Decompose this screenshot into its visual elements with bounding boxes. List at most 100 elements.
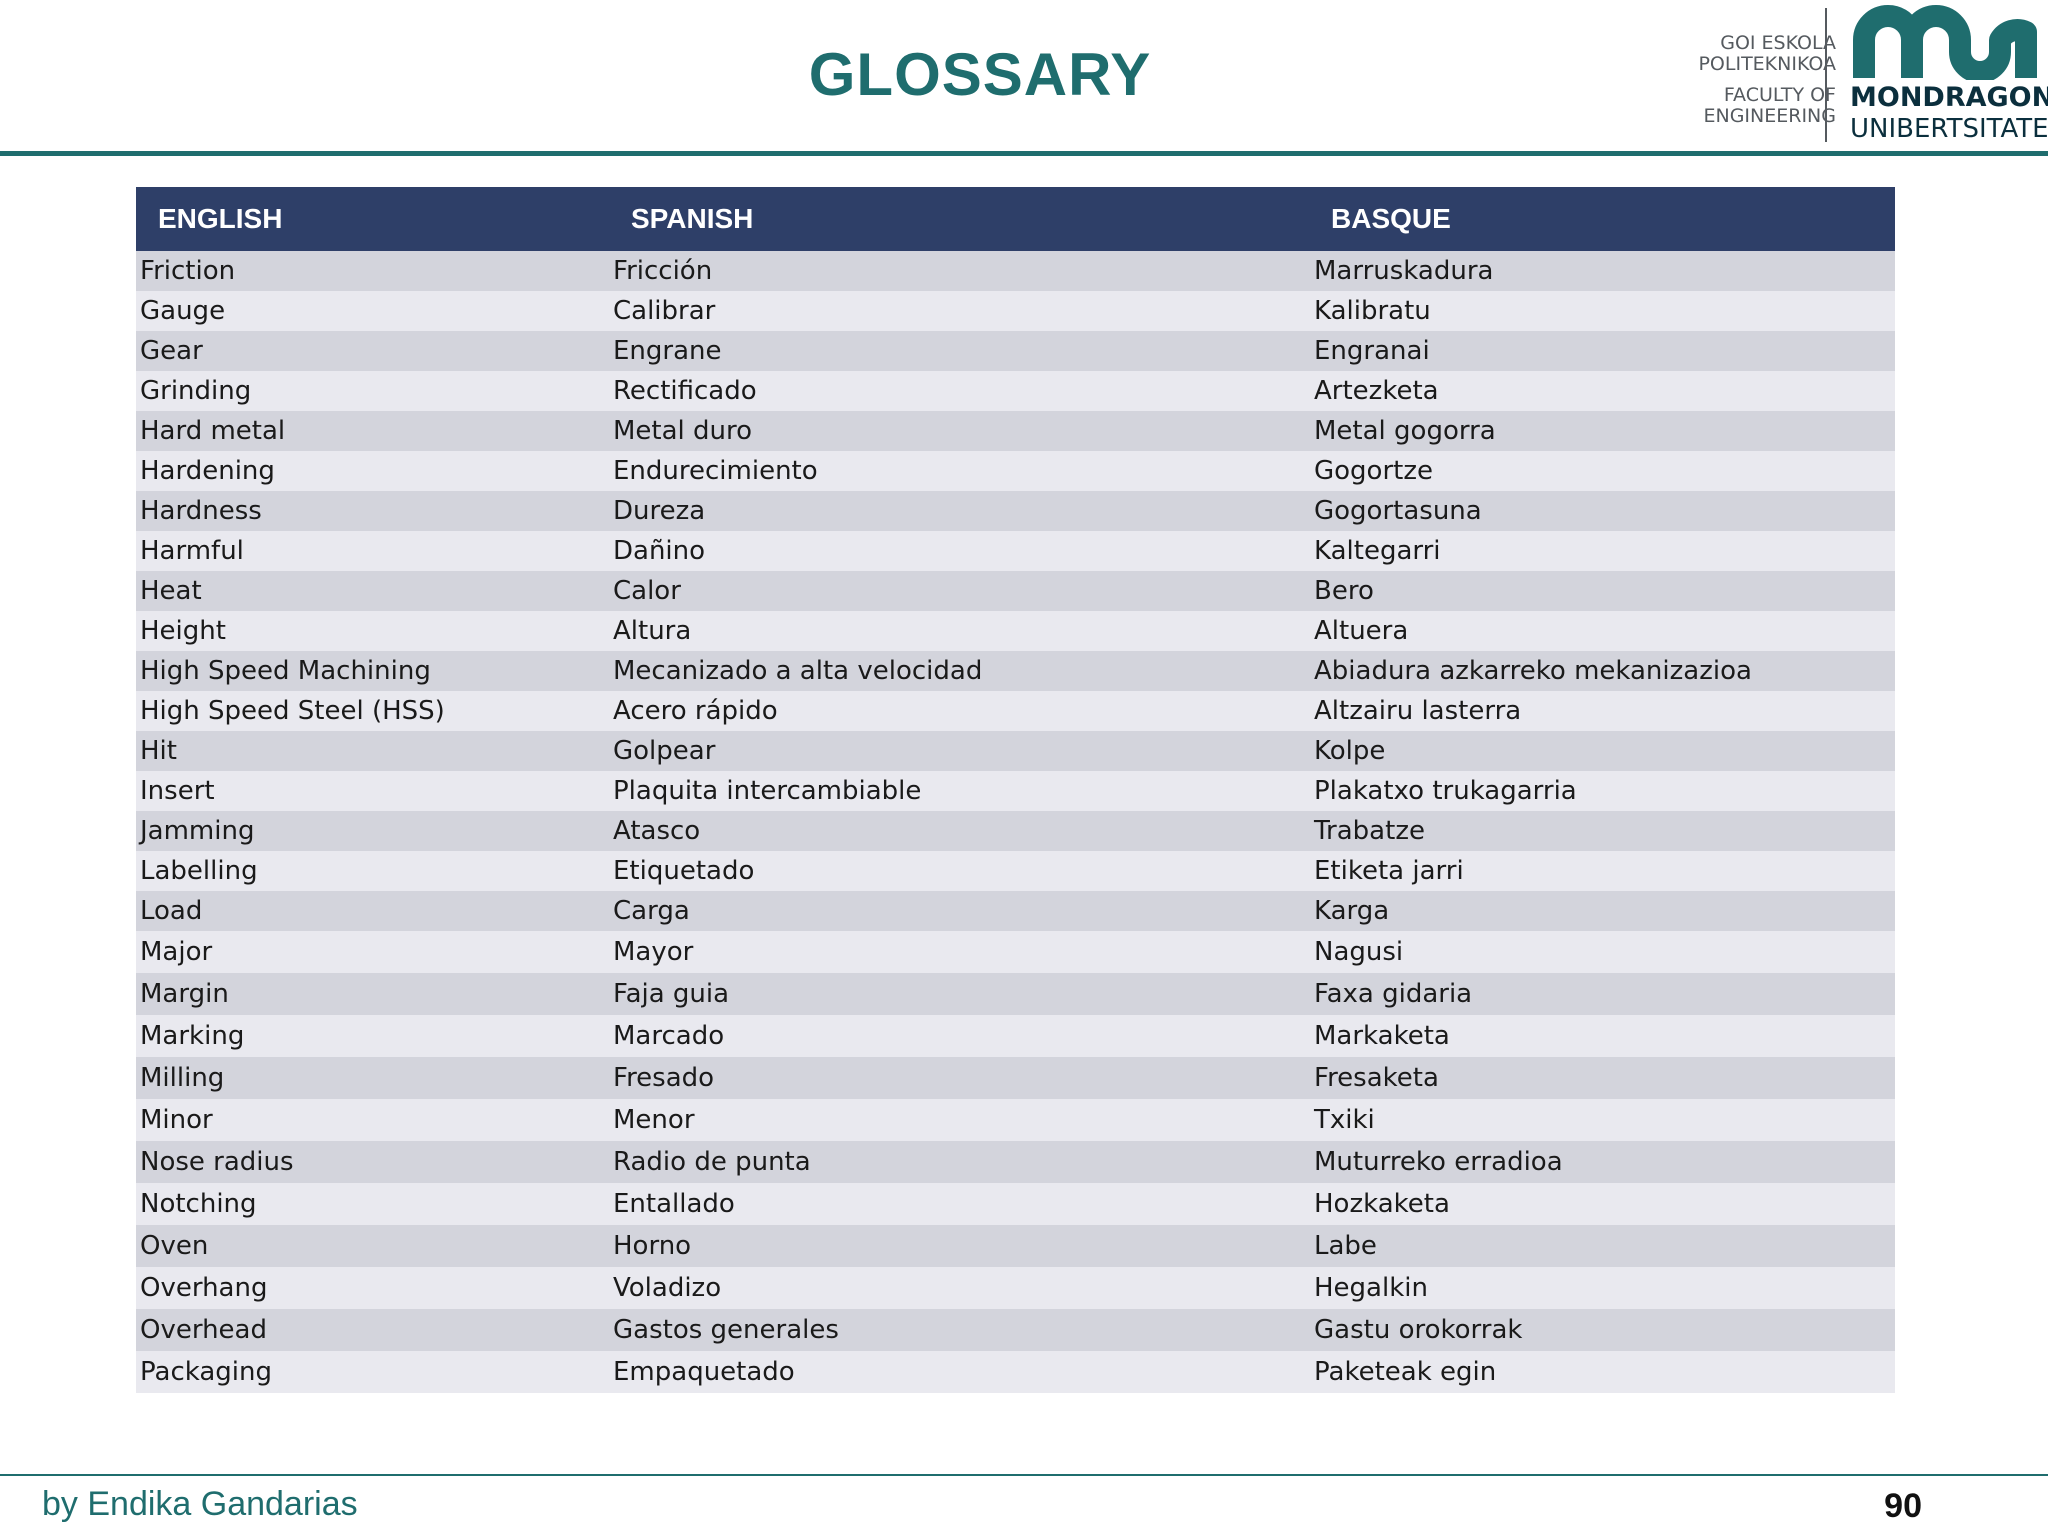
logo-line: FACULTY OF bbox=[1723, 84, 1836, 106]
table-row: Oven Horno Labe bbox=[136, 1225, 1895, 1267]
term-spanish: Atasco bbox=[613, 816, 701, 846]
logo-line: GOI ESKOLA bbox=[1720, 32, 1836, 54]
term-english: Height bbox=[140, 616, 226, 646]
logo-line: POLITEKNIKOA bbox=[1698, 53, 1836, 75]
term-basque: Gogortze bbox=[1314, 456, 1433, 486]
logo-faculty-name: FACULTY OF ENGINEERING bbox=[1646, 85, 1836, 127]
column-header-basque: BASQUE bbox=[1331, 203, 1451, 234]
term-english: Milling bbox=[140, 1063, 225, 1093]
term-basque: Artezketa bbox=[1314, 376, 1439, 406]
term-english: Jamming bbox=[140, 816, 255, 846]
page-title: GLOSSARY bbox=[808, 41, 1152, 108]
column-header-spanish: SPANISH bbox=[631, 203, 754, 234]
term-basque: Bero bbox=[1314, 576, 1374, 606]
term-basque: Kalibratu bbox=[1314, 296, 1431, 326]
term-basque: Gastu orokorrak bbox=[1314, 1315, 1523, 1345]
table-row: Major Mayor Nagusi bbox=[136, 931, 1895, 973]
term-spanish: Horno bbox=[613, 1231, 692, 1261]
term-spanish: Dañino bbox=[613, 536, 706, 566]
logo-university-subname: UNIBERTSITATEA bbox=[1850, 114, 2048, 144]
term-spanish: Empaquetado bbox=[613, 1357, 795, 1387]
term-english: Gear bbox=[140, 336, 203, 366]
term-english: Heat bbox=[140, 576, 202, 606]
term-spanish: Faja guia bbox=[613, 979, 730, 1009]
term-english: High Speed Machining bbox=[140, 656, 431, 686]
term-spanish: Dureza bbox=[613, 496, 706, 526]
table-row: Heat Calor Bero bbox=[136, 571, 1895, 611]
term-spanish: Acero rápido bbox=[613, 696, 778, 726]
page-number: 90 bbox=[1884, 1487, 1922, 1525]
university-logo: GOI ESKOLA POLITEKNIKOA FACULTY OF ENGIN… bbox=[1660, 0, 2048, 150]
term-spanish: Plaquita intercambiable bbox=[613, 776, 922, 806]
footer-divider bbox=[0, 1474, 2048, 1476]
term-basque: Karga bbox=[1314, 896, 1390, 926]
term-english: Grinding bbox=[140, 376, 252, 406]
term-basque: Etiketa jarri bbox=[1314, 856, 1464, 886]
term-spanish: Rectificado bbox=[613, 376, 757, 406]
term-spanish: Calibrar bbox=[613, 296, 716, 326]
table-row: Load Carga Karga bbox=[136, 891, 1895, 931]
term-basque: Plakatxo trukagarria bbox=[1314, 776, 1577, 806]
table-row: Nose radius Radio de punta Muturreko errad… bbox=[136, 1141, 1895, 1183]
mondragon-mark-icon bbox=[1853, 5, 2037, 80]
footer-author: by Endika Gandarias bbox=[42, 1485, 358, 1523]
table-header: ENGLISH SPANISH BASQUE bbox=[136, 187, 1895, 251]
term-english: Harmful bbox=[140, 536, 244, 566]
table-row: High Speed Steel (HSS) Acero rápido Altzai… bbox=[136, 691, 1895, 731]
table-row: Harmful Dañino Kaltegarri bbox=[136, 531, 1895, 571]
term-basque: Nagusi bbox=[1314, 937, 1404, 967]
table-row: Friction Fricción Marruskadura bbox=[136, 251, 1895, 291]
term-basque: Paketeak egin bbox=[1314, 1357, 1497, 1387]
term-spanish: Entallado bbox=[613, 1189, 735, 1219]
term-english: Notching bbox=[140, 1189, 257, 1219]
table-row: Notching Entallado Hozkaketa bbox=[136, 1183, 1895, 1225]
term-english: Oven bbox=[140, 1231, 209, 1261]
table-row: High Speed Machining Mecanizado a alta ve… bbox=[136, 651, 1895, 691]
term-spanish: Fricción bbox=[613, 256, 713, 286]
table-row: Minor Menor Txiki bbox=[136, 1099, 1895, 1141]
term-english: Gauge bbox=[140, 296, 226, 326]
term-english: Major bbox=[140, 937, 213, 967]
term-basque: Faxa gidaria bbox=[1314, 979, 1473, 1009]
term-english: Packaging bbox=[140, 1357, 272, 1387]
term-spanish: Calor bbox=[613, 576, 681, 606]
table-body: Friction Fricción Marruskadura Gauge Calibra… bbox=[136, 251, 1895, 1393]
column-header-english: ENGLISH bbox=[158, 203, 283, 234]
table-row: Hit Golpear Kolpe bbox=[136, 731, 1895, 771]
term-spanish: Endurecimiento bbox=[613, 456, 818, 486]
table-row: Insert Plaquita intercambiable Plakatxo tr… bbox=[136, 771, 1895, 811]
term-basque: Muturreko erradioa bbox=[1314, 1147, 1563, 1177]
term-spanish: Engrane bbox=[613, 336, 722, 366]
table-row: Hard metal Metal duro Metal gogorra bbox=[136, 411, 1895, 451]
term-english: Margin bbox=[140, 979, 229, 1009]
term-spanish: Marcado bbox=[613, 1021, 725, 1051]
term-basque: Marruskadura bbox=[1314, 256, 1494, 286]
term-spanish: Fresado bbox=[613, 1063, 715, 1093]
table-row: Packaging Empaquetado Paketeak egin bbox=[136, 1351, 1895, 1393]
term-basque: Gogortasuna bbox=[1314, 496, 1482, 526]
table-row: Overhang Voladizo Hegalkin bbox=[136, 1267, 1895, 1309]
term-spanish: Carga bbox=[613, 896, 690, 926]
term-basque: Trabatze bbox=[1314, 816, 1425, 846]
term-english: Friction bbox=[140, 256, 236, 286]
term-basque: Altuera bbox=[1314, 616, 1409, 646]
term-basque: Kaltegarri bbox=[1314, 536, 1441, 566]
term-spanish: Radio de punta bbox=[613, 1147, 811, 1177]
term-spanish: Voladizo bbox=[613, 1273, 722, 1303]
term-basque: Txiki bbox=[1314, 1105, 1375, 1135]
term-basque: Hegalkin bbox=[1314, 1273, 1428, 1303]
term-basque: Fresaketa bbox=[1314, 1063, 1439, 1093]
term-spanish: Altura bbox=[613, 616, 692, 646]
term-spanish: Mayor bbox=[613, 937, 694, 967]
term-english: High Speed Steel (HSS) bbox=[140, 696, 445, 726]
term-english: Hardness bbox=[140, 496, 262, 526]
table-row: Labelling Etiquetado Etiketa jarri bbox=[136, 851, 1895, 891]
term-basque: Metal gogorra bbox=[1314, 416, 1496, 446]
term-basque: Altzairu lasterra bbox=[1314, 696, 1522, 726]
term-spanish: Gastos generales bbox=[613, 1315, 839, 1345]
term-basque: Abiadura azkarreko mekanizazioa bbox=[1314, 656, 1752, 686]
logo-university-name: MONDRAGON bbox=[1850, 82, 2048, 113]
table-row: Marking Marcado Markaketa bbox=[136, 1015, 1895, 1057]
term-english: Nose radius bbox=[140, 1147, 294, 1177]
table-row: Jamming Atasco Trabatze bbox=[136, 811, 1895, 851]
